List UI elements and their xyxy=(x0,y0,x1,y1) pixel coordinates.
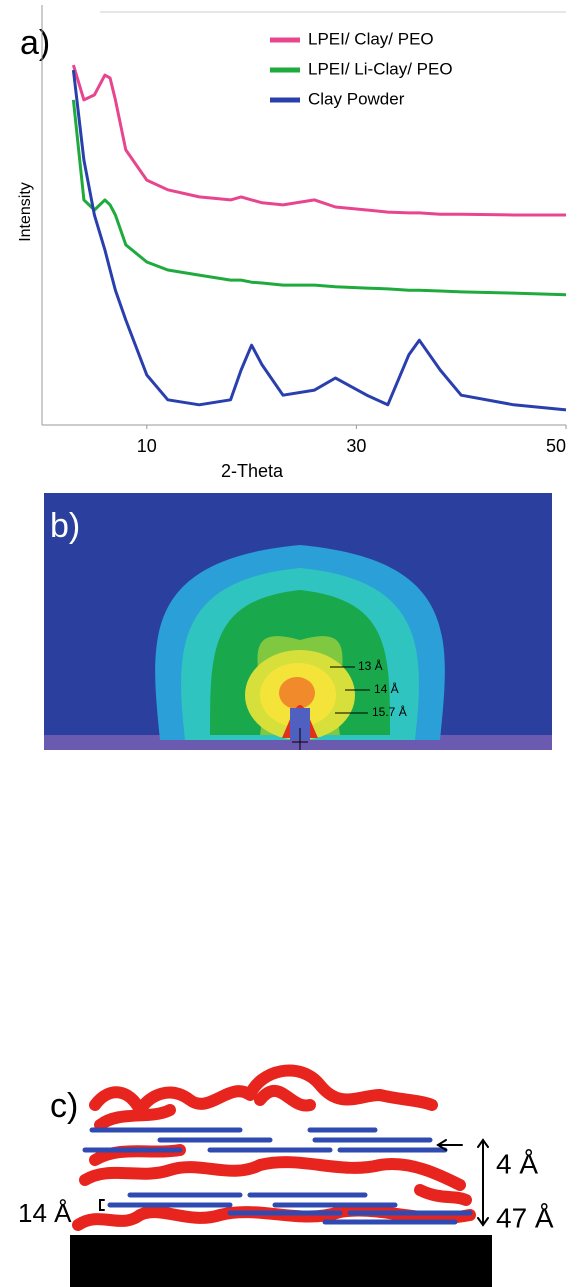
annotation: 15.7 Å xyxy=(372,704,407,719)
series-line xyxy=(71,64,566,217)
annotation: 14 Å xyxy=(374,681,399,696)
annotation: 4 Å xyxy=(496,1148,538,1179)
legend-label: LPEI/ Clay/ PEO xyxy=(308,29,434,48)
x-tick-label: 10 xyxy=(137,436,157,456)
series-line xyxy=(71,99,567,297)
x-tick-label: 50 xyxy=(546,436,566,456)
annotation: 14 Å xyxy=(18,1198,72,1228)
panel-label: a) xyxy=(20,24,50,62)
heatmap xyxy=(44,493,552,750)
panel-label: c) xyxy=(50,1087,78,1125)
legend-label: Clay Powder xyxy=(308,89,405,108)
panel-label: b) xyxy=(50,507,80,545)
substrate xyxy=(70,1235,492,1287)
annotation: 13 Å xyxy=(358,658,383,673)
layer-schematic xyxy=(72,1064,489,1231)
legend-label: LPEI/ Li-Clay/ PEO xyxy=(308,59,453,78)
x-tick-label: 30 xyxy=(346,436,366,456)
annotation: 47 Å xyxy=(496,1202,554,1233)
series-line xyxy=(71,69,567,412)
y-axis-label: Intensity xyxy=(17,182,34,242)
x-axis-label: 2-Theta xyxy=(221,461,284,481)
